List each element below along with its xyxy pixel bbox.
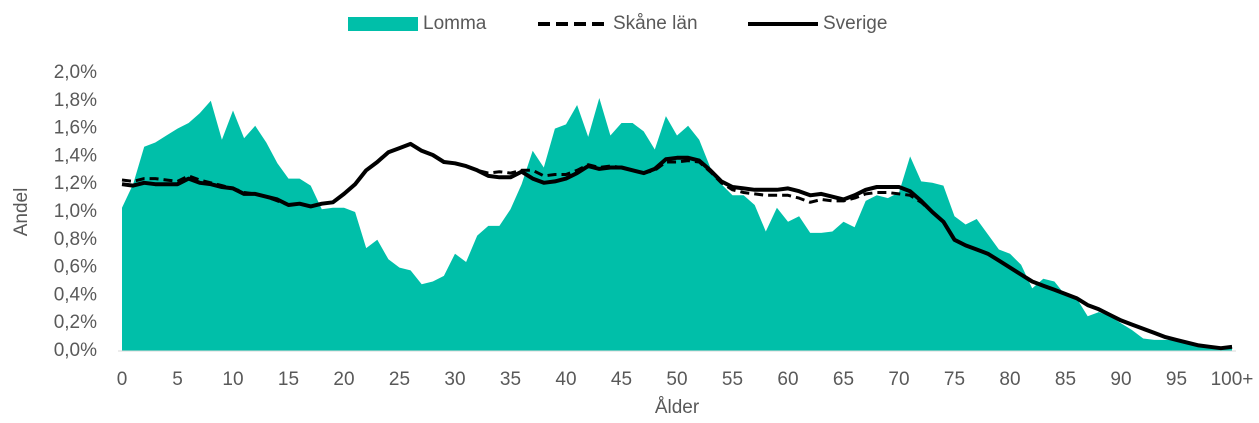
x-tick-label: 15 xyxy=(278,369,299,390)
y-tick-label: 1,0% xyxy=(54,201,97,222)
y-tick-label: 1,2% xyxy=(54,173,97,194)
legend-swatch xyxy=(348,17,418,31)
legend-label: Sverige xyxy=(823,13,887,34)
x-tick-label: 65 xyxy=(833,369,854,390)
x-tick-label: 40 xyxy=(555,369,576,390)
y-tick-label: 1,6% xyxy=(54,118,97,139)
y-tick-label: 1,4% xyxy=(54,145,97,166)
x-axis-title: Ålder xyxy=(655,397,700,418)
x-tick-label: 90 xyxy=(1110,369,1131,390)
x-tick-label: 75 xyxy=(944,369,965,390)
y-tick-label: 0,4% xyxy=(54,284,97,305)
x-tick-label: 80 xyxy=(999,369,1020,390)
y-tick-label: 0,8% xyxy=(54,229,97,250)
legend-label: Lomma xyxy=(423,13,487,34)
x-tick-label: 20 xyxy=(333,369,354,390)
x-tick-label: 60 xyxy=(777,369,798,390)
x-tick-label: 30 xyxy=(444,369,465,390)
x-tick-label: 70 xyxy=(888,369,909,390)
legend-label: Skåne län xyxy=(613,13,698,34)
x-tick-label: 5 xyxy=(172,369,183,390)
x-tick-label: 10 xyxy=(222,369,243,390)
area xyxy=(122,98,1232,351)
y-tick-label: 1,8% xyxy=(54,90,97,111)
line xyxy=(121,141,1233,351)
y-tick-label: 0,6% xyxy=(54,257,97,278)
x-tick-label: 85 xyxy=(1055,369,1076,390)
y-tick-label: 2,0% xyxy=(54,62,97,83)
x-tick-label: 25 xyxy=(389,369,410,390)
y-tick-label: 0,0% xyxy=(54,340,97,361)
y-tick-label: 0,2% xyxy=(54,312,97,333)
x-tick-label: 95 xyxy=(1166,369,1187,390)
y-axis-title: Andel xyxy=(11,188,32,237)
x-tick-label: 45 xyxy=(611,369,632,390)
x-tick-label: 0 xyxy=(117,369,128,390)
x-tick-label: 55 xyxy=(722,369,743,390)
x-tick-label: 35 xyxy=(500,369,521,390)
x-tick-label: 50 xyxy=(666,369,687,390)
x-tick-label: 100+ xyxy=(1211,369,1254,390)
